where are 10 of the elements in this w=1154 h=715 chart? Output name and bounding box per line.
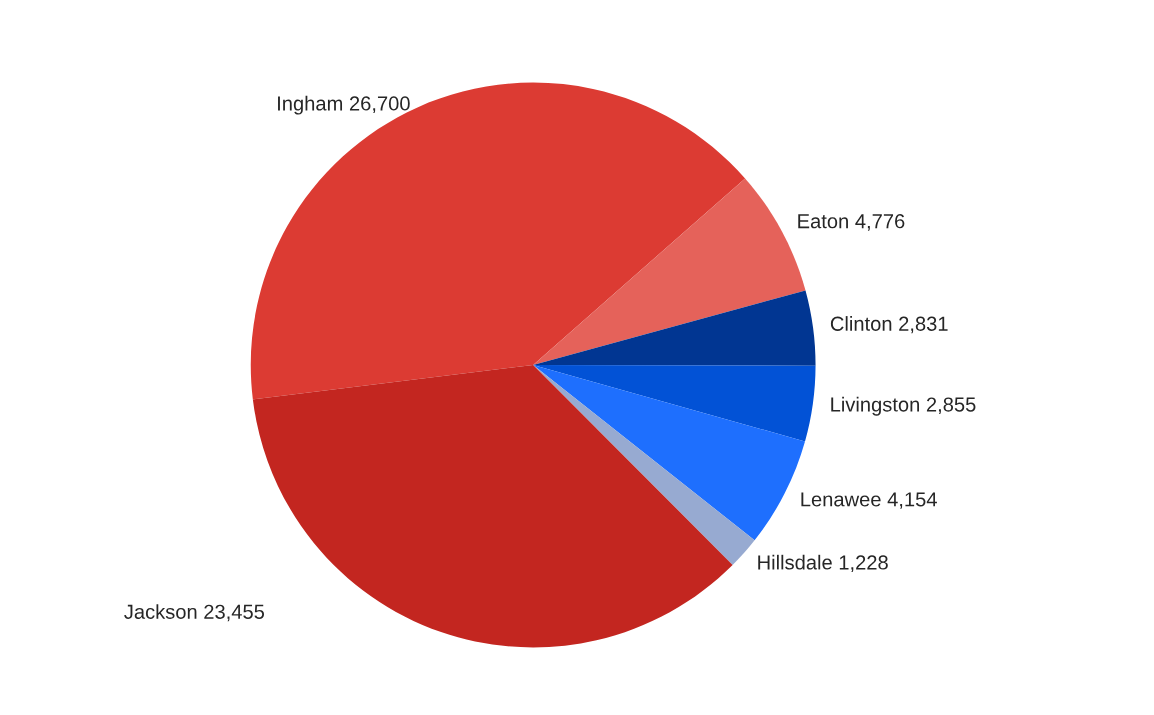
pie-slice [250,82,746,400]
slice-label: Lenawee 4,154 [801,492,937,509]
slice-label: Hillsdale 1,228 [758,554,888,572]
slice-label: Clinton 2,831 [830,316,948,334]
slice-label: Jackson 23,455 [124,604,265,622]
slice-label: Livingston 2,855 [831,396,976,416]
pie-slice [533,290,816,366]
pie-slice [533,365,816,442]
slice-label: Ingham 26,700 [278,95,410,115]
slice-label: Eaton 4,776 [798,214,905,231]
